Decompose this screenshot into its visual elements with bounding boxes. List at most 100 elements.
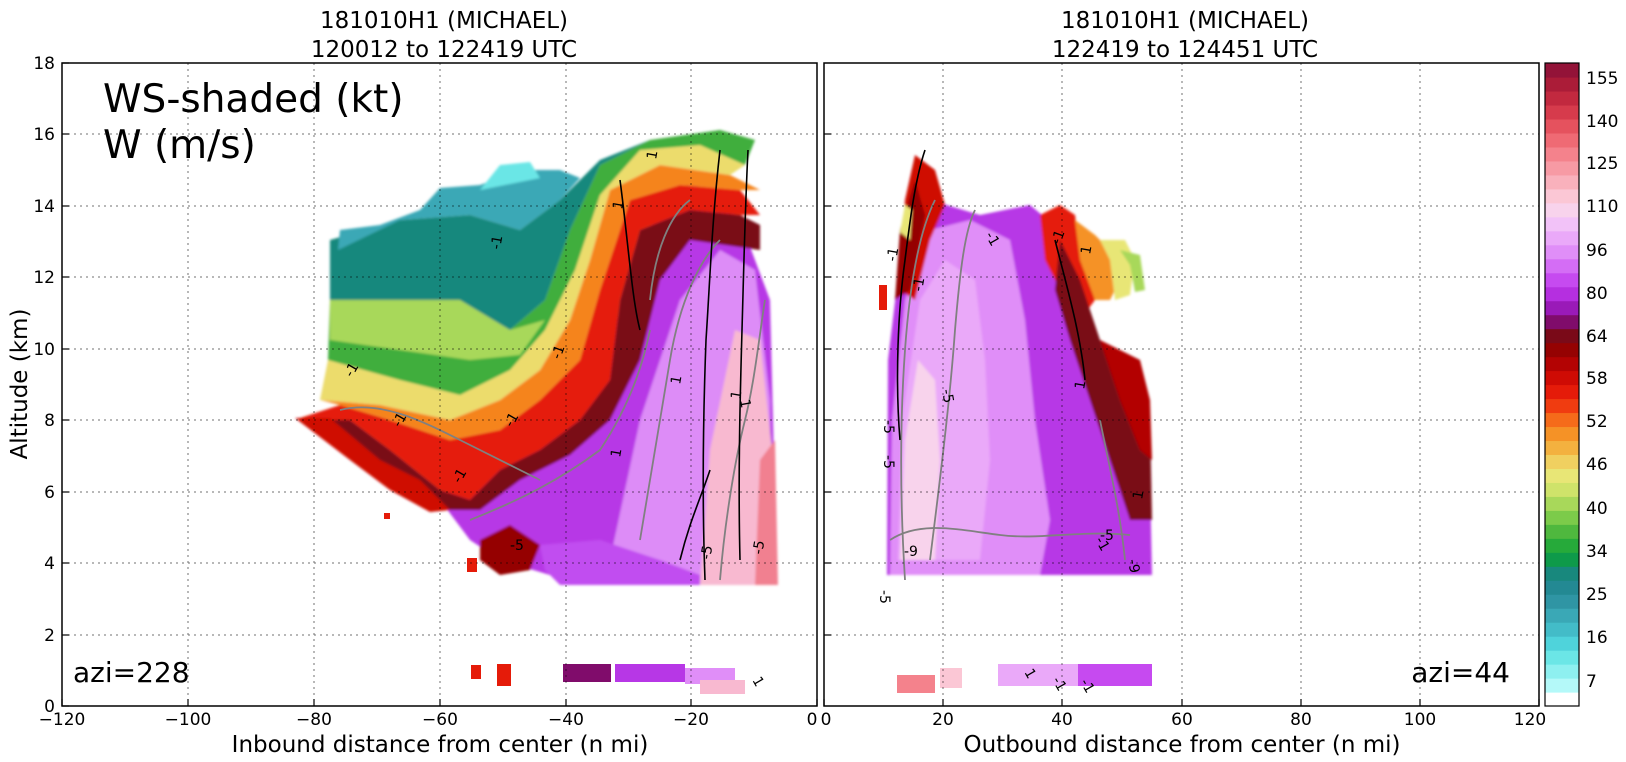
left-strip-red-2	[497, 664, 511, 686]
right-contour-label: -5	[880, 455, 896, 469]
right-strip-pink	[940, 668, 962, 688]
right-contour-label: 1	[1072, 379, 1089, 391]
colorbar-cell	[1545, 440, 1579, 455]
left-contour-label: -1	[390, 410, 411, 430]
colorbar-cell	[1545, 538, 1579, 553]
left-ytick-label: 16	[33, 125, 55, 145]
left-contour-neg-4	[339, 406, 541, 481]
right-contour-label: 1	[1078, 244, 1095, 256]
colorbar-cell	[1545, 412, 1579, 428]
right-ws-orange-upper	[1075, 220, 1120, 300]
left-contour-label: 1	[608, 447, 625, 459]
colorbar-tick-label: 80	[1586, 284, 1608, 304]
left-xtick-label: −40	[548, 710, 584, 730]
contour-field-annotation: W (m/s)	[103, 123, 256, 168]
colorbar-tick-label: 96	[1586, 241, 1608, 261]
left-ws-red-band	[300, 185, 760, 500]
colorbar-cell	[1545, 356, 1579, 372]
colorbar-tick-label: 25	[1586, 585, 1608, 605]
right-xtick-labels: 0 20 40 60 80 100 120	[821, 710, 1547, 730]
colorbar-cell	[1545, 76, 1579, 92]
colorbar: 155 140 125 110 96 80 64 58 52 46 40 34 …	[1544, 62, 1618, 707]
left-title: 181010H1 (MICHAEL)	[320, 8, 568, 34]
left-ytick-label: 6	[44, 483, 55, 503]
right-contours-negative	[889, 199, 1131, 581]
colorbar-cell	[1545, 118, 1579, 134]
left-contour-neg-2	[639, 239, 721, 541]
right-x-axis-label: Outbound distance from center (n mi)	[964, 732, 1401, 758]
left-strip-red-1	[471, 665, 481, 679]
colorbar-cell	[1545, 594, 1579, 609]
left-ws-red-lower	[295, 418, 450, 512]
left-strip-red-3	[384, 513, 390, 519]
left-ws-yellow-band	[320, 145, 745, 420]
inbound-panel: 181010H1 (MICHAEL) 120012 to 122419 UTC	[7, 8, 818, 758]
right-contour-label: -9	[904, 544, 918, 560]
left-xtick-label: −20	[673, 710, 709, 730]
shaded-field-annotation: WS-shaded (kt)	[103, 77, 404, 122]
right-subtitle: 122419 to 124451 UTC	[1052, 37, 1318, 63]
right-xtick-label: 60	[1171, 710, 1193, 730]
colorbar-cell	[1545, 286, 1579, 302]
right-contour-label: -1	[1092, 534, 1113, 554]
right-xtick-label: 40	[1051, 710, 1073, 730]
right-contours-positive	[896, 149, 1086, 441]
left-grid	[62, 63, 817, 706]
colorbar-tick-label: 7	[1586, 672, 1597, 692]
right-title: 181010H1 (MICHAEL)	[1061, 8, 1309, 34]
colorbar-cell	[1545, 160, 1579, 176]
colorbar-cell	[1545, 90, 1579, 106]
right-xtick-label: 100	[1404, 710, 1436, 730]
colorbar-tick-label: 40	[1586, 499, 1608, 519]
colorbar-tick-label: 34	[1586, 542, 1608, 562]
colorbar-cell	[1545, 580, 1579, 595]
colorbar-frame	[1544, 62, 1580, 707]
right-contour-label: -9	[1124, 558, 1142, 575]
colorbar-cell	[1545, 328, 1579, 344]
colorbar-tick-label: 155	[1586, 69, 1618, 89]
left-axis-ticks	[61, 62, 818, 707]
right-xtick-label: 80	[1290, 710, 1312, 730]
left-contour-label: 1	[668, 374, 685, 386]
colorbar-cell	[1545, 524, 1579, 539]
left-contour-label: -1	[549, 343, 569, 362]
left-contour-label: 1	[749, 674, 767, 690]
left-contour-label: -1	[342, 360, 363, 380]
left-strip-purple	[615, 664, 685, 682]
right-surface-strips	[879, 285, 1152, 693]
left-contour-pos-1	[702, 149, 721, 581]
left-contour-label: 1	[610, 199, 627, 211]
right-contour-neg-3	[1099, 419, 1126, 561]
left-ws-cyan-top	[338, 170, 580, 250]
right-contour-neg-2	[929, 209, 976, 561]
left-xtick-labels: −120 −100 −80 −60 −40 −20 0	[39, 710, 818, 730]
colorbar-cell	[1545, 622, 1579, 637]
colorbar-cell	[1545, 174, 1579, 190]
left-ws-light-green	[330, 300, 545, 360]
colorbar-tick-label: 140	[1586, 112, 1618, 132]
colorbar-cell	[1545, 132, 1579, 148]
left-ytick-label: 2	[44, 626, 55, 646]
colorbar-cell	[1545, 552, 1579, 567]
left-contour-label: -5	[698, 544, 716, 561]
colorbar-cell	[1545, 202, 1579, 218]
right-ws-green-upper	[1120, 250, 1145, 292]
colorbar-cell	[1545, 216, 1579, 232]
left-contours-positive	[619, 149, 749, 581]
left-contour-label: 1	[644, 149, 661, 161]
outbound-panel: 181010H1 (MICHAEL) 122419 to 124451 UTC	[821, 8, 1547, 758]
colorbar-cell	[1545, 692, 1579, 707]
colorbar-tick-label: 52	[1586, 412, 1608, 432]
right-contour-label: -1	[910, 276, 928, 293]
left-azimuth-label: azi=228	[73, 656, 190, 689]
colorbar-cell	[1545, 664, 1579, 679]
right-strip-purple	[1078, 664, 1152, 686]
colorbar-cells	[1545, 63, 1579, 707]
colorbar-cell	[1545, 678, 1579, 693]
colorbar-cell	[1545, 300, 1579, 316]
colorbar-cell	[1545, 146, 1579, 162]
right-contour-pos-2	[1054, 239, 1086, 381]
left-contour-pos-2	[738, 149, 749, 561]
right-contour-label: -5	[876, 590, 892, 604]
right-contour-label: 1	[1130, 489, 1147, 501]
